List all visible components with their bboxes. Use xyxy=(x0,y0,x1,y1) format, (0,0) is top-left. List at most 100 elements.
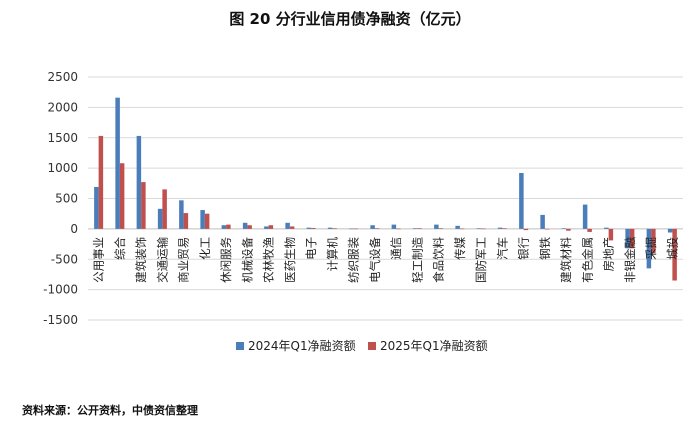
bar xyxy=(540,214,545,229)
x-tick-label: 采掘 xyxy=(644,237,658,260)
bar xyxy=(221,225,227,229)
bar xyxy=(561,228,567,229)
x-tick-label: 国防军工 xyxy=(474,237,488,283)
legend-swatch xyxy=(368,342,376,350)
bar xyxy=(94,186,99,229)
x-tick-label: 食品饮料 xyxy=(432,236,446,282)
bar xyxy=(396,228,401,230)
bar xyxy=(353,228,359,230)
bar xyxy=(157,208,163,229)
bar xyxy=(646,228,652,269)
x-tick-label: 非银金融 xyxy=(623,236,637,282)
bar xyxy=(544,228,550,230)
x-tick-label: 城投 xyxy=(665,236,679,259)
x-tick-label: 有色金属 xyxy=(580,237,594,283)
y-tick-label: 2000 xyxy=(47,100,78,114)
chart-title: 图 20 分行业信用债净融资（亿元） xyxy=(229,10,471,28)
x-tick-label: 电气设备 xyxy=(368,236,382,282)
bar xyxy=(604,227,609,229)
bar xyxy=(412,228,418,229)
x-tick-label: 通信 xyxy=(389,237,403,260)
bar xyxy=(226,224,231,229)
x-tick-label: 房地产 xyxy=(602,237,616,272)
bar xyxy=(200,210,205,229)
x-tick-label: 休闲服务 xyxy=(219,236,233,282)
bar xyxy=(502,228,507,229)
x-tick-label: 农林牧渔 xyxy=(262,237,276,283)
bar xyxy=(434,224,439,229)
x-tick-label: 钢铁 xyxy=(538,236,552,259)
bar xyxy=(667,228,673,233)
y-tick-label: 500 xyxy=(55,192,78,206)
bar xyxy=(247,225,252,229)
bar xyxy=(311,227,316,229)
bar xyxy=(608,228,614,241)
bar xyxy=(327,227,333,229)
bar xyxy=(306,227,312,229)
bar xyxy=(391,224,397,229)
bar xyxy=(349,228,354,230)
bar xyxy=(374,228,380,229)
bar xyxy=(481,228,486,230)
source-note: 资料来源：公开资料，中债资信整理 xyxy=(22,404,198,417)
bar xyxy=(115,97,120,229)
bar xyxy=(519,172,524,229)
legend-swatch xyxy=(236,342,244,350)
y-tick-label: 1500 xyxy=(47,131,78,145)
bar xyxy=(183,213,189,229)
x-tick-label: 传媒 xyxy=(453,236,467,259)
y-tick-label: 0 xyxy=(70,222,78,236)
bar xyxy=(587,228,592,232)
x-tick-label: 电子 xyxy=(304,237,318,260)
bar xyxy=(476,228,482,229)
bar xyxy=(242,222,248,229)
bar xyxy=(141,182,146,229)
bar xyxy=(264,226,269,229)
bar xyxy=(455,225,460,229)
bar xyxy=(629,228,635,249)
x-tick-label: 商业贸易 xyxy=(177,237,191,283)
bar xyxy=(268,225,274,229)
y-tick-label: -500 xyxy=(51,252,78,266)
bar xyxy=(438,228,444,229)
x-tick-label: 医药生物 xyxy=(283,237,297,283)
bar xyxy=(523,228,529,231)
x-tick-label: 交通运输 xyxy=(155,236,169,282)
x-tick-label: 建筑装饰 xyxy=(134,237,148,283)
x-tick-label: 纺织服装 xyxy=(347,236,361,282)
y-tick-label: -1500 xyxy=(43,313,78,327)
bar xyxy=(651,228,656,254)
x-tick-label: 机械设备 xyxy=(240,236,254,282)
bar xyxy=(289,226,295,229)
bar xyxy=(672,228,677,281)
x-tick-label: 公用事业 xyxy=(92,237,106,283)
legend-label: 2024年Q1净融资额 xyxy=(248,339,356,353)
x-tick-label: 轻工制造 xyxy=(410,236,424,282)
bar xyxy=(332,228,337,229)
bar xyxy=(119,163,125,229)
bar xyxy=(459,228,465,230)
bar xyxy=(566,228,571,231)
bar xyxy=(204,213,210,229)
y-tick-label: 2500 xyxy=(47,70,78,84)
legend-label: 2025年Q1净融资额 xyxy=(380,339,488,353)
bar xyxy=(417,228,422,229)
x-tick-label: 综合 xyxy=(113,236,127,259)
bar xyxy=(98,135,104,229)
x-tick-label: 计算机 xyxy=(325,236,339,271)
y-tick-label: 1000 xyxy=(47,161,78,175)
bar xyxy=(370,225,375,229)
bar xyxy=(582,204,588,229)
bar xyxy=(285,222,290,229)
bar xyxy=(136,135,142,229)
bar xyxy=(497,227,503,229)
bar xyxy=(625,228,630,249)
x-tick-label: 汽车 xyxy=(495,237,509,260)
bar xyxy=(162,189,167,229)
x-tick-label: 银行 xyxy=(517,237,531,260)
y-tick-label: -1000 xyxy=(43,283,78,297)
bar xyxy=(179,200,184,229)
x-tick-label: 化工 xyxy=(198,237,212,260)
x-tick-label: 建筑材料 xyxy=(559,236,573,282)
